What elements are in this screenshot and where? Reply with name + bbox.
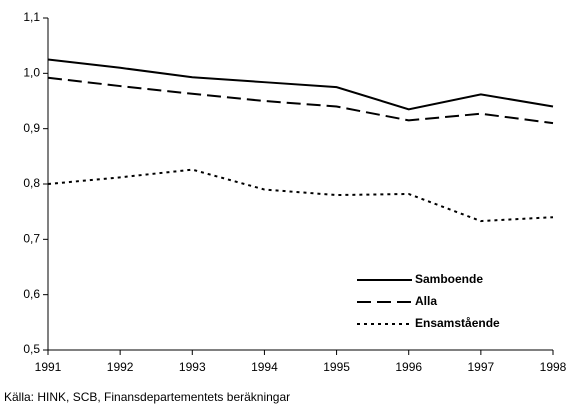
y-tick-label: 0,9: [23, 121, 40, 135]
y-tick-label: 0,8: [23, 176, 40, 190]
y-tick-label: 1,1: [23, 10, 40, 24]
x-tick-label: 1998: [540, 360, 567, 374]
y-tick-label: 0,5: [23, 342, 40, 356]
x-tick-label: 1996: [395, 360, 422, 374]
x-tick-label: 1994: [251, 360, 278, 374]
legend-label: Ensamstående: [415, 316, 500, 330]
x-tick-label: 1992: [107, 360, 134, 374]
legend-label: Samboende: [415, 272, 483, 286]
y-tick-label: 1,0: [23, 66, 40, 80]
series-line: [47, 58, 554, 111]
series-line: [47, 168, 554, 223]
x-tick-label: 1997: [468, 360, 495, 374]
x-tick-label: 1995: [323, 360, 350, 374]
series-line: [47, 76, 554, 125]
x-tick-label: 1993: [179, 360, 206, 374]
legend-label: Alla: [415, 294, 437, 308]
y-tick-label: 0,7: [23, 232, 40, 246]
source-note: Källa: HINK, SCB, Finansdepartementets b…: [4, 390, 290, 404]
x-tick-label: 1991: [35, 360, 62, 374]
y-tick-label: 0,6: [23, 287, 40, 301]
